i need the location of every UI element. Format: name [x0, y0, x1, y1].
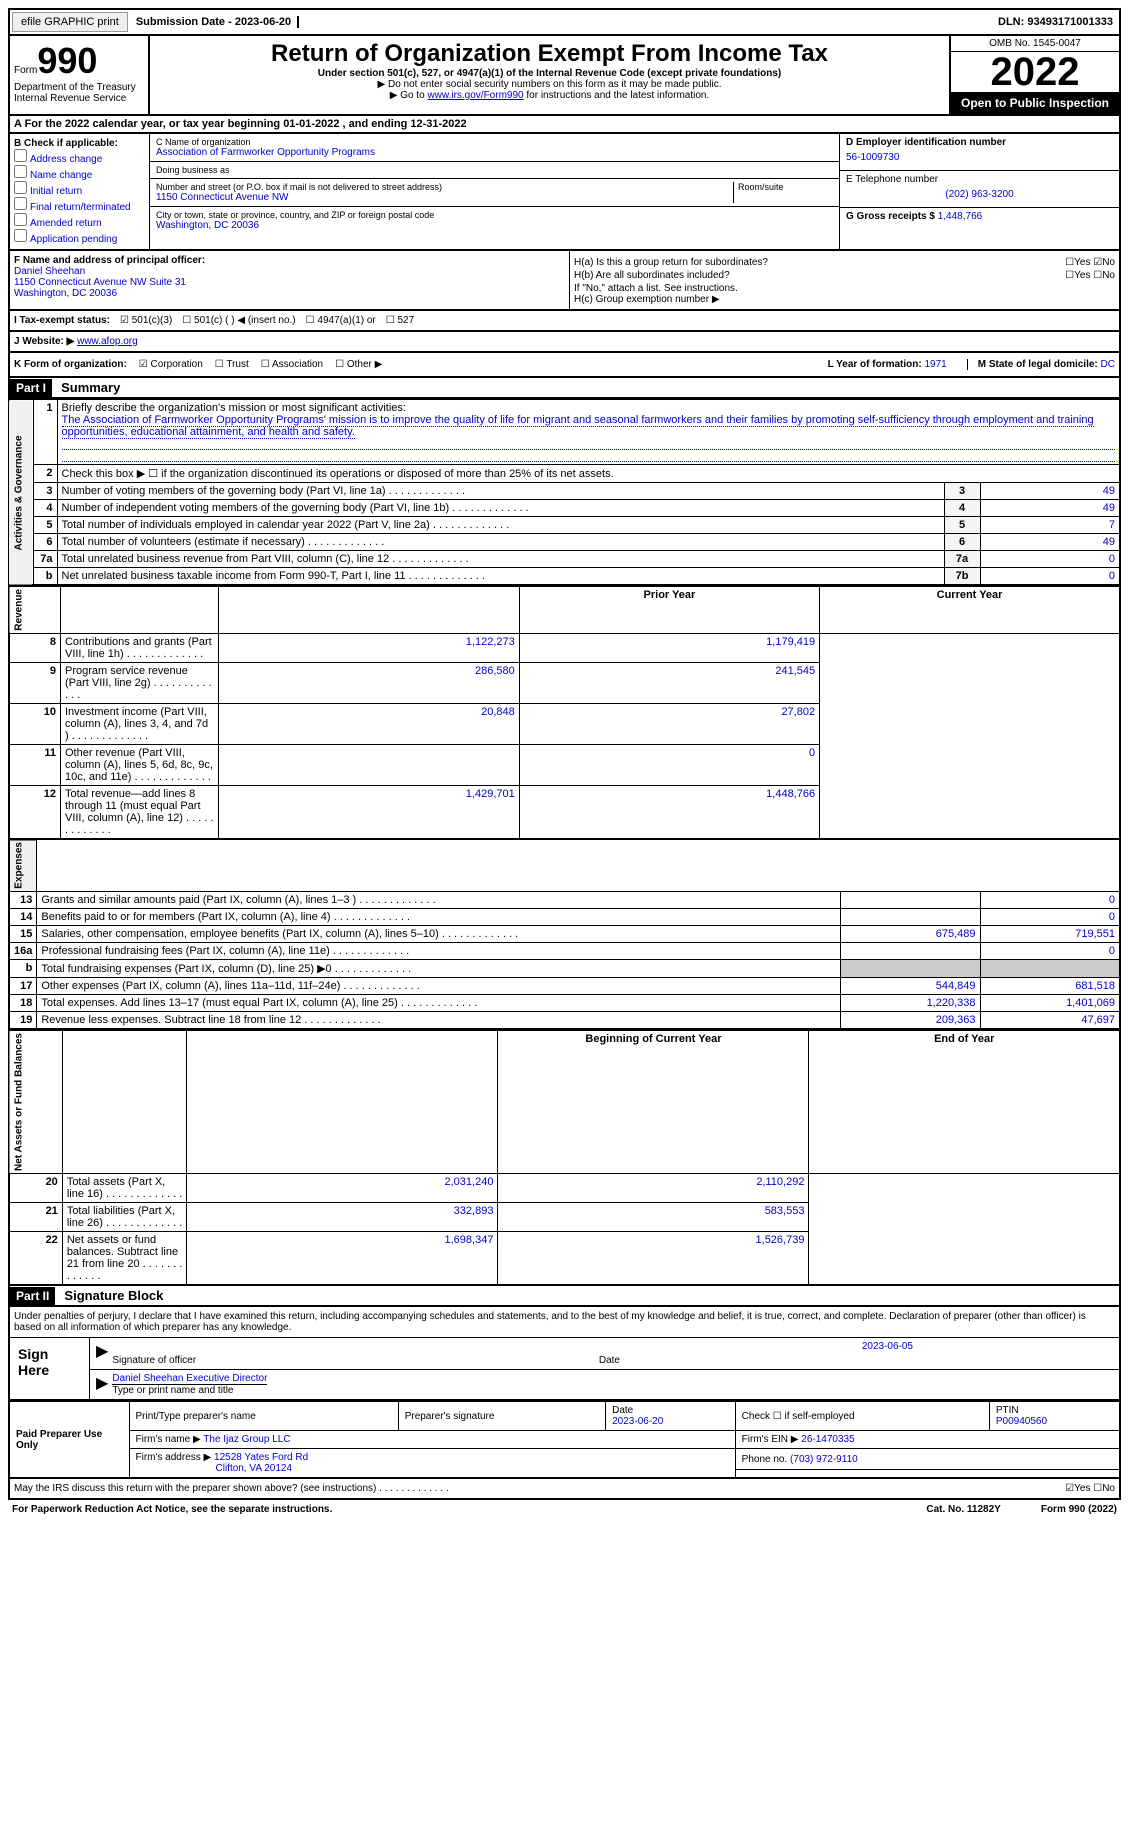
dept-treasury: Department of the Treasury Internal Reve… [14, 82, 144, 104]
revenue-table: Revenue Prior Year Current Year 8Contrib… [8, 586, 1121, 840]
dba-cell: Doing business as [150, 162, 839, 179]
submission-date: Submission Date - 2023-06-20 [130, 16, 299, 28]
paid-preparer-label: Paid Preparer Use Only [9, 1402, 129, 1479]
form-header: Form 990 Department of the Treasury Inte… [8, 36, 1121, 116]
table-row: 8Contributions and grants (Part VIII, li… [9, 633, 1120, 662]
form-number: 990 [37, 40, 97, 82]
website-row: J Website: ▶ www.afop.org [14, 336, 574, 347]
sidebar-revenue: Revenue [9, 587, 60, 634]
check-name-change[interactable]: Name change [14, 165, 145, 181]
summary-table: Activities & Governance 1 Briefly descri… [8, 399, 1121, 586]
part-i-header: Part I [10, 379, 52, 397]
principal-officer: F Name and address of principal officer:… [10, 251, 570, 309]
form-org-row: K Form of organization: ☑ Corporation ☐ … [8, 353, 1121, 378]
sidebar-activities: Activities & Governance [9, 400, 33, 586]
check-amended[interactable]: Amended return [14, 213, 145, 229]
mission-text: The Association of Farmworker Opportunit… [62, 414, 1094, 439]
gross-receipts-cell: G Gross receipts $ 1,448,766 [840, 208, 1119, 225]
address-cell: Number and street (or P.O. box if mail i… [150, 179, 839, 207]
table-row: 13Grants and similar amounts paid (Part … [9, 892, 1120, 909]
check-initial-return[interactable]: Initial return [14, 181, 145, 197]
table-row: 9Program service revenue (Part VIII, lin… [9, 662, 1120, 703]
goto-note: ▶ Go to www.irs.gov/Form990 for instruct… [154, 90, 945, 101]
netassets-table: Net Assets or Fund Balances Beginning of… [8, 1030, 1121, 1286]
table-row: 18Total expenses. Add lines 13–17 (must … [9, 995, 1120, 1012]
table-row: 22Net assets or fund balances. Subtract … [9, 1232, 1120, 1286]
tax-exempt-status: I Tax-exempt status: ☑ 501(c)(3) ☐ 501(c… [14, 315, 574, 326]
dln: DLN: 93493171001333 [992, 16, 1119, 28]
table-row: 4Number of independent voting members of… [9, 500, 1120, 517]
table-row: 6Total number of volunteers (estimate if… [9, 534, 1120, 551]
check-application[interactable]: Application pending [14, 229, 145, 245]
part-i-title: Summary [55, 378, 126, 397]
expenses-table: Expenses 13Grants and similar amounts pa… [8, 840, 1121, 1031]
column-b-checkboxes: B Check if applicable: Address change Na… [10, 134, 150, 249]
col-b-label: B Check if applicable: [14, 138, 145, 149]
table-row: 21Total liabilities (Part X, line 26)332… [9, 1203, 1120, 1232]
check-final-return[interactable]: Final return/terminated [14, 197, 145, 213]
paid-preparer-table: Paid Preparer Use Only Print/Type prepar… [8, 1401, 1121, 1479]
sign-here-label: Sign Here [10, 1338, 90, 1399]
arrow-icon: ▶ [96, 1373, 108, 1396]
table-row: 16aProfessional fundraising fees (Part I… [9, 943, 1120, 960]
sidebar-expenses: Expenses [9, 840, 37, 892]
efile-print-button[interactable]: efile GRAPHIC print [12, 12, 128, 32]
sidebar-netassets: Net Assets or Fund Balances [9, 1031, 62, 1174]
table-row: 15Salaries, other compensation, employee… [9, 926, 1120, 943]
org-name-cell: C Name of organization Association of Fa… [150, 134, 839, 162]
discuss-row: May the IRS discuss this return with the… [8, 1479, 1121, 1500]
open-inspection: Open to Public Inspection [951, 92, 1119, 114]
form-subsection: Under section 501(c), 527, or 4947(a)(1)… [154, 68, 945, 79]
irs-link[interactable]: www.irs.gov/Form990 [427, 90, 523, 101]
page-footer: For Paperwork Reduction Act Notice, see … [8, 1500, 1121, 1519]
part-ii-header: Part II [10, 1287, 55, 1305]
table-row: 19Revenue less expenses. Subtract line 1… [9, 1012, 1120, 1030]
arrow-icon: ▶ [96, 1341, 108, 1366]
table-row: bTotal fundraising expenses (Part IX, co… [9, 960, 1120, 978]
table-row: 12Total revenue—add lines 8 through 11 (… [9, 785, 1120, 839]
top-toolbar: efile GRAPHIC print Submission Date - 20… [8, 8, 1121, 36]
row-a-calendar: A For the 2022 calendar year, or tax yea… [8, 116, 1121, 134]
table-row: 10Investment income (Part VIII, column (… [9, 703, 1120, 744]
city-cell: City or town, state or province, country… [150, 207, 839, 234]
table-row: bNet unrelated business taxable income f… [9, 568, 1120, 586]
table-row: 5Total number of individuals employed in… [9, 517, 1120, 534]
telephone-cell: E Telephone number (202) 963-3200 [840, 171, 1119, 208]
check-address-change[interactable]: Address change [14, 149, 145, 165]
form-title: Return of Organization Exempt From Incom… [154, 40, 945, 68]
table-row: 11Other revenue (Part VIII, column (A), … [9, 744, 1120, 785]
table-row: 3Number of voting members of the governi… [9, 483, 1120, 500]
form-label: Form [14, 65, 37, 76]
website-link[interactable]: www.afop.org [77, 336, 138, 347]
ssn-note: ▶ Do not enter social security numbers o… [154, 79, 945, 90]
part-ii-title: Signature Block [58, 1286, 169, 1305]
table-row: 14Benefits paid to or for members (Part … [9, 909, 1120, 926]
table-row: 20Total assets (Part X, line 16)2,031,24… [9, 1174, 1120, 1203]
group-return: H(a) Is this a group return for subordin… [570, 251, 1119, 309]
penalty-statement: Under penalties of perjury, I declare th… [10, 1307, 1119, 1337]
tax-year: 2022 [951, 52, 1119, 92]
ein-cell: D Employer identification number 56-1009… [840, 134, 1119, 171]
table-row: 7aTotal unrelated business revenue from … [9, 551, 1120, 568]
table-row: 17Other expenses (Part IX, column (A), l… [9, 978, 1120, 995]
